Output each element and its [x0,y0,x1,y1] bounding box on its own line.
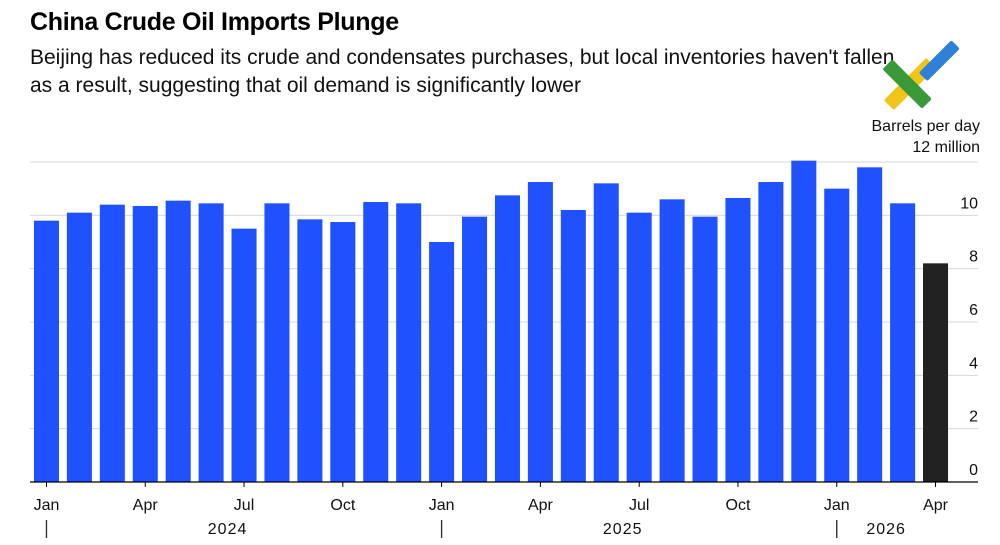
bar [396,203,422,483]
x-tick-labels: Jan Apr Jul Oct Jan Apr Jul Oct Jan Apr [34,497,949,514]
x-tick-label: Oct [726,497,751,514]
year-labels: 2024 2025 2026 [45,520,906,538]
y-axis-unit-label: Barrels per day 12 million [872,116,981,158]
bar [264,203,290,483]
bar [725,198,751,482]
x-tick-label: Jul [629,497,649,514]
bar [165,200,191,482]
bar [923,263,949,482]
bar [560,210,586,482]
bar [758,182,784,482]
year-label: 2025 [603,521,643,538]
year-label: 2024 [208,521,248,538]
unit-line-2: 12 million [912,139,980,156]
y-tick-label: 8 [969,249,978,266]
bar [659,199,685,483]
x-tick-label: Apr [528,497,554,514]
axis [30,481,978,487]
bar [330,222,356,482]
bar [231,228,257,482]
bar [791,160,817,482]
x-tick-label: Jan [429,497,455,514]
unit-line-1: Barrels per day [871,118,981,135]
trade-logo-icon [883,41,959,110]
x-tick-label: Apr [133,497,159,514]
y-tick-label: 6 [969,302,978,319]
x-tick-label: Apr [923,497,949,514]
bar [692,216,718,482]
y-tick-label: 4 [969,355,978,372]
year-label: 2026 [866,521,906,538]
x-tick-label: Jan [824,497,850,514]
bar [198,203,224,483]
bar [824,188,850,482]
bar [429,242,455,482]
bar [890,203,916,483]
bar [297,219,323,483]
bar [462,216,488,482]
y-tick-label: 0 [969,462,978,479]
bar [626,212,652,482]
chart-title: China Crude Oil Imports Plunge [30,8,399,36]
bar [33,220,59,482]
bar [494,195,520,483]
bar [99,204,125,482]
x-tick-label: Jan [34,497,60,514]
bar [132,206,158,482]
bar [527,182,553,482]
chart-subtitle: Beijing has reduced its crude and conden… [30,46,895,97]
x-tick-label: Oct [330,497,355,514]
y-tick-label: 10 [960,195,978,212]
logo-green-stroke [883,60,932,108]
bars [33,160,949,483]
y-tick-labels: 0 2 4 6 8 10 [960,195,978,479]
bar [66,212,92,482]
bar [593,183,619,483]
bar [857,167,883,483]
x-tick-label: Jul [234,497,254,514]
logo-blue-stroke [919,41,959,81]
y-tick-label: 2 [969,409,978,426]
bar [363,202,389,482]
